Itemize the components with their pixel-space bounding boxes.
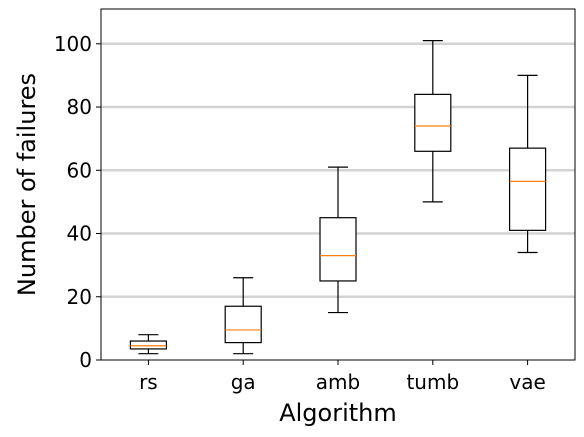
interquartile-box <box>414 93 452 152</box>
box-amb <box>319 166 357 314</box>
box-tumb <box>414 40 452 203</box>
box-ga <box>224 277 262 355</box>
x-tick-label: rs <box>139 370 158 394</box>
x-axis-title: Algorithm <box>279 399 397 427</box>
y-tick-label: 20 <box>67 285 92 309</box>
x-tick-label: tumb <box>406 370 459 394</box>
box-vae <box>509 74 547 254</box>
y-axis-title: Number of failures <box>13 73 41 296</box>
y-tick-label: 0 <box>79 348 92 372</box>
y-tick-label: 100 <box>54 32 92 56</box>
interquartile-box <box>319 217 357 282</box>
y-tick-label: 40 <box>67 222 92 246</box>
interquartile-box <box>129 340 167 350</box>
y-axis-ticks: 0 20 40 60 80 100 <box>54 32 101 372</box>
interquartile-box <box>509 147 547 231</box>
y-tick-label: 60 <box>67 158 92 182</box>
interquartile-box <box>224 305 262 344</box>
box-rs <box>129 334 167 355</box>
y-tick-label: 80 <box>67 95 92 119</box>
boxes <box>129 40 547 355</box>
x-axis-ticks: rs ga amb tumb vae <box>139 360 546 394</box>
x-tick-label: vae <box>509 370 545 394</box>
x-tick-label: amb <box>316 370 360 394</box>
x-tick-label: ga <box>231 370 256 394</box>
